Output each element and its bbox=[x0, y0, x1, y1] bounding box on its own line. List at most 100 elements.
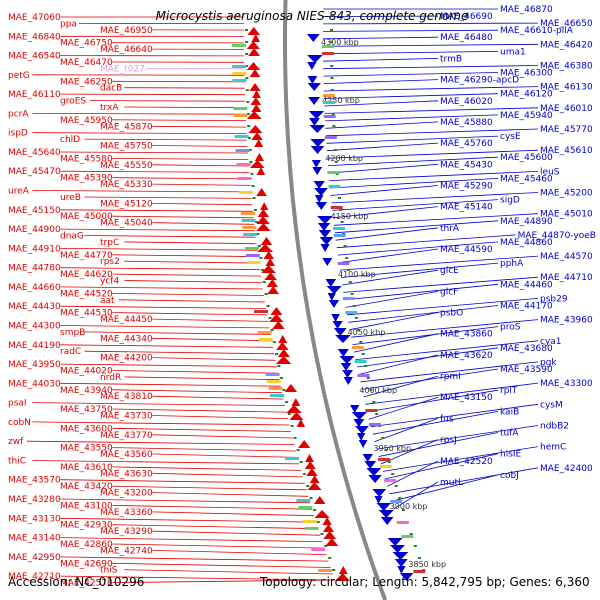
left-gene-label: trpC bbox=[100, 238, 119, 248]
feature-block bbox=[246, 261, 261, 264]
left-gene-label: MAE_45750 bbox=[100, 142, 153, 152]
feature-block bbox=[245, 254, 260, 257]
feature-block bbox=[238, 191, 253, 194]
forward-gene-arrow bbox=[331, 314, 340, 322]
forward-gene-arrow bbox=[368, 475, 382, 483]
feature-block bbox=[267, 380, 281, 383]
left-gene-label: ureB bbox=[60, 193, 81, 203]
left-gene-label: MAE_44300 bbox=[8, 322, 61, 332]
left-gene-label: MAE_43810 bbox=[100, 392, 153, 402]
left-gene-label: MAE_46750 bbox=[60, 39, 113, 49]
feature-block bbox=[233, 114, 248, 117]
reverse-gene-arrow bbox=[251, 132, 263, 140]
left-label-connector bbox=[118, 299, 265, 303]
right-label-connector bbox=[322, 36, 439, 40]
reverse-gene-arrow bbox=[313, 496, 326, 504]
left-label-connector bbox=[152, 395, 284, 400]
right-label-connector bbox=[384, 453, 499, 480]
right-label-connector bbox=[322, 29, 499, 32]
feature-block bbox=[365, 409, 378, 412]
feature-block bbox=[333, 234, 346, 237]
reverse-gene-arrow bbox=[322, 524, 334, 532]
right-gene-label: MAE_42400 bbox=[540, 464, 593, 474]
left-gene-label: MAE_43140 bbox=[8, 534, 61, 544]
feature-block bbox=[322, 52, 334, 55]
forward-gene-arrow bbox=[362, 454, 373, 462]
left-gene-label: dacB bbox=[100, 84, 122, 94]
reverse-gene-arrow bbox=[272, 321, 285, 329]
left-gene-label: MAE_42950 bbox=[8, 553, 61, 563]
feature-block bbox=[390, 500, 403, 503]
forward-gene-arrow bbox=[374, 496, 383, 504]
forward-gene-arrow bbox=[309, 125, 326, 133]
left-gene-label: MAE_44190 bbox=[8, 341, 61, 351]
right-label-connector bbox=[365, 382, 539, 405]
left-label-connector bbox=[112, 562, 331, 568]
feature-block bbox=[413, 570, 426, 573]
feature-block bbox=[368, 423, 381, 426]
left-gene-label: trxA bbox=[100, 103, 119, 113]
right-label-connector bbox=[340, 262, 499, 278]
forward-gene-arrow bbox=[358, 440, 368, 448]
right-label-connector bbox=[370, 403, 539, 428]
left-gene-label: pcrA bbox=[8, 109, 29, 119]
left-gene-label: aat bbox=[100, 296, 115, 306]
left-gene-label: MAE_45870 bbox=[100, 122, 153, 132]
forward-gene-arrow bbox=[314, 195, 324, 203]
left-label-connector bbox=[84, 196, 252, 199]
feature-block bbox=[330, 206, 343, 209]
feature-block bbox=[232, 44, 246, 47]
left-gene-label: MAE_44340 bbox=[100, 334, 153, 344]
right-gene-label: sigD bbox=[500, 196, 520, 206]
left-gene-label: MAE_42690 bbox=[60, 559, 113, 569]
forward-gene-arrow bbox=[308, 111, 325, 119]
left-label-connector bbox=[84, 331, 271, 335]
left-label-connector bbox=[124, 241, 257, 245]
reverse-gene-arrow bbox=[323, 531, 337, 539]
forward-gene-arrow bbox=[326, 286, 342, 294]
left-gene-label: MAE_44900 bbox=[8, 225, 61, 235]
right-label-connector bbox=[345, 291, 439, 308]
right-gene-label: MAE_45430 bbox=[440, 160, 493, 170]
kbp-marker: 4100 kbp bbox=[338, 270, 376, 279]
left-gene-label: MAE_45330 bbox=[100, 180, 153, 190]
right-label-connector bbox=[330, 185, 439, 196]
right-gene-label: MAE_43300 bbox=[540, 379, 593, 389]
feature-block bbox=[333, 227, 345, 230]
reverse-gene-arrow bbox=[254, 153, 265, 161]
right-gene-label: MAE_44870-yoeB bbox=[518, 231, 596, 241]
right-gene-label: MAE_44570 bbox=[540, 252, 593, 262]
left-label-connector bbox=[60, 93, 245, 96]
left-gene-label: MAE_44520 bbox=[60, 289, 113, 299]
right-label-connector bbox=[325, 121, 439, 129]
left-gene-label: MAE_43940 bbox=[60, 386, 113, 396]
right-label-connector bbox=[329, 171, 539, 181]
left-gene-label: MAE_44910 bbox=[8, 244, 61, 254]
left-label-connector bbox=[84, 350, 275, 355]
left-label-connector bbox=[152, 337, 272, 342]
right-gene-label: proS bbox=[500, 323, 521, 333]
left-label-connector bbox=[60, 325, 270, 329]
feature-block bbox=[234, 135, 249, 138]
left-label-connector bbox=[112, 293, 264, 296]
left-gene-label: MAE_43200 bbox=[100, 489, 153, 499]
right-gene-label: rpmI bbox=[440, 372, 461, 382]
left-gene-label: MAE_43360 bbox=[100, 508, 153, 518]
left-gene-label: smpB bbox=[60, 328, 85, 338]
reverse-gene-arrow bbox=[277, 349, 290, 357]
right-label-connector bbox=[391, 474, 499, 502]
left-gene-label: groES bbox=[60, 97, 86, 107]
feature-block bbox=[257, 331, 272, 334]
left-gene-label: MAE_45470 bbox=[8, 167, 61, 177]
right-gene-label: MAE_43590 bbox=[500, 365, 553, 375]
left-gene-label: MAE_45950 bbox=[60, 116, 113, 126]
left-label-connector bbox=[112, 254, 259, 257]
left-gene-label: MAE_43950 bbox=[8, 360, 61, 370]
right-label-connector bbox=[346, 298, 539, 316]
forward-gene-arrow bbox=[378, 510, 394, 518]
kbp-marker: 3900 kbp bbox=[390, 502, 428, 511]
feature-block bbox=[296, 499, 311, 502]
reverse-gene-arrow bbox=[249, 69, 261, 77]
left-gene-label: psaI bbox=[8, 399, 27, 409]
right-gene-label: MAE_45760 bbox=[440, 139, 493, 149]
